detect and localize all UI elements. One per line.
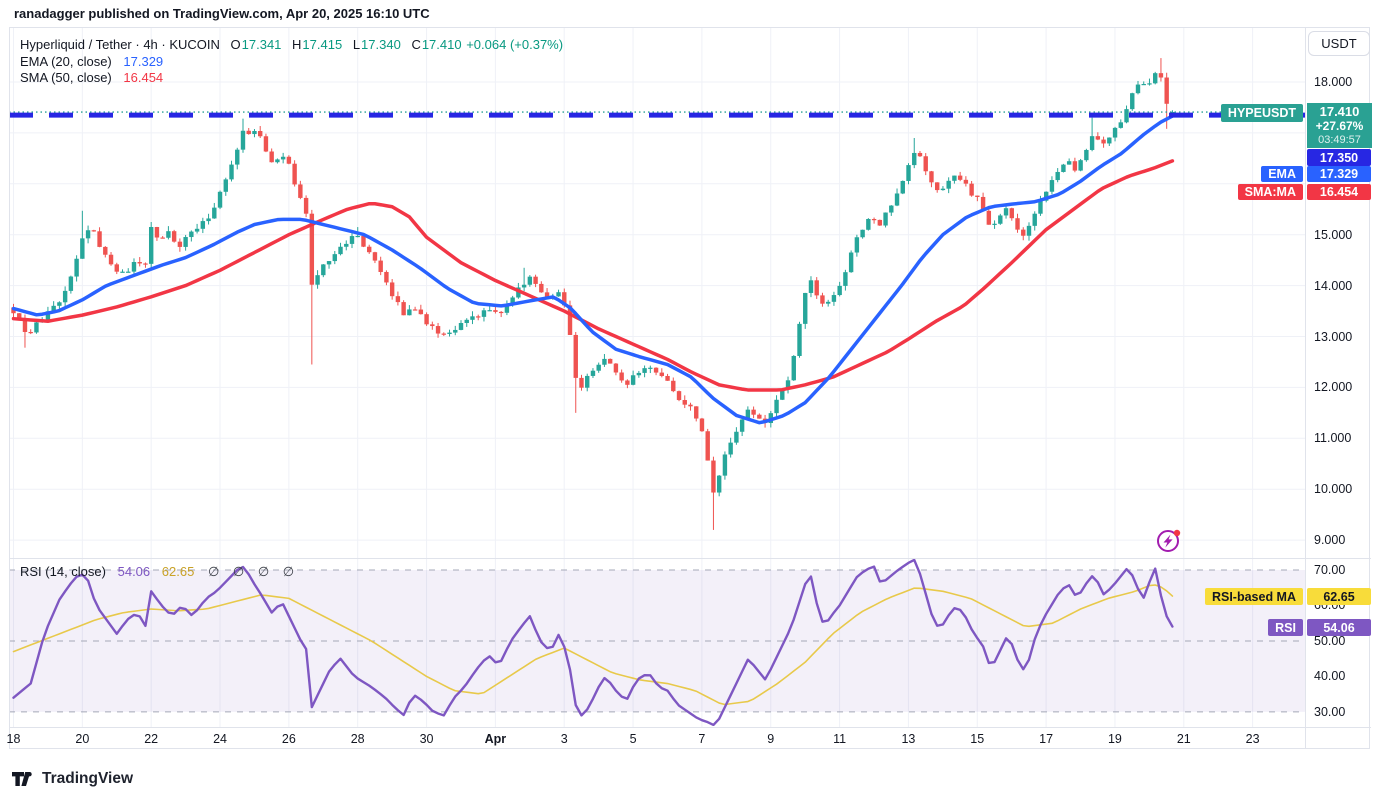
time-axis-label: Apr bbox=[484, 732, 507, 746]
time-axis-label: 3 bbox=[560, 732, 568, 746]
close-value: 17.410 bbox=[421, 37, 462, 52]
tradingview-logo-icon bbox=[12, 772, 32, 786]
rsi-value-tag: 54.06 bbox=[1307, 619, 1371, 636]
time-axis-label: 11 bbox=[833, 732, 847, 746]
price-axis-label: 15.000 bbox=[1314, 227, 1353, 242]
rsi-title: RSI (14, close) bbox=[20, 564, 106, 579]
boost-lightning-icon[interactable] bbox=[1153, 526, 1189, 558]
time-axis-label: 30 bbox=[419, 732, 434, 746]
symbol-title: Hyperliquid / Tether · 4h · KUCOIN bbox=[20, 37, 220, 52]
hline-price-tag: 17.350 bbox=[1307, 149, 1371, 166]
sma-legend[interactable]: SMA (50, close) 16.454 bbox=[20, 70, 163, 85]
ema-tag-label: EMA bbox=[1261, 166, 1303, 182]
time-axis-label: 26 bbox=[281, 732, 296, 746]
price-scale-divider[interactable] bbox=[1305, 27, 1306, 749]
price-axis-label: 14.000 bbox=[1314, 278, 1353, 293]
rsi-value: 54.06 bbox=[117, 564, 151, 579]
time-axis-label: 21 bbox=[1176, 732, 1191, 746]
tradingview-logo-text: TradingView bbox=[42, 770, 134, 787]
time-axis-label: 13 bbox=[901, 732, 916, 746]
time-axis-label: 17 bbox=[1039, 732, 1054, 746]
sma-tag-label: SMA:MA bbox=[1237, 183, 1303, 200]
footer-brand[interactable]: TradingView bbox=[12, 770, 133, 788]
time-axis-label: 23 bbox=[1245, 732, 1260, 746]
time-axis-label: 7 bbox=[698, 732, 706, 746]
rsi-axis-label: 70.00 bbox=[1314, 563, 1346, 577]
high-label: H bbox=[292, 37, 302, 52]
time-axis-divider[interactable] bbox=[9, 727, 1371, 728]
open-label: O bbox=[230, 37, 241, 52]
rsi-axis-label: 40.00 bbox=[1314, 669, 1346, 684]
time-axis-label: 24 bbox=[213, 732, 227, 746]
close-label: C bbox=[411, 37, 421, 52]
symbol-legend[interactable]: Hyperliquid / Tether · 4h · KUCOIN O17.3… bbox=[20, 37, 563, 52]
time-axis-label: 15 bbox=[970, 732, 985, 746]
rsi-axis-label: 50.00 bbox=[1314, 633, 1346, 648]
price-axis-label: 11.000 bbox=[1314, 431, 1352, 446]
rsi-ma-value-tag: 62.65 bbox=[1307, 588, 1371, 605]
ema-price-tag: 17.329 bbox=[1307, 166, 1371, 182]
price-axis-label: 13.000 bbox=[1314, 329, 1353, 344]
chart-frame bbox=[9, 27, 1370, 749]
ema-value: 17.329 bbox=[123, 54, 164, 69]
sma-value: 16.454 bbox=[123, 70, 164, 85]
symbol-price-label: HYPEUSDT bbox=[1220, 104, 1303, 122]
rsi-ma-tag-label: RSI-based MA bbox=[1204, 588, 1303, 605]
price-axis-label: 12.000 bbox=[1314, 380, 1353, 395]
open-value: 17.341 bbox=[241, 37, 282, 52]
rsi-axis-label: 30.00 bbox=[1314, 704, 1346, 719]
price-axis-label: 18.000 bbox=[1314, 75, 1353, 89]
period-change: +27.67% bbox=[1315, 118, 1364, 133]
low-label: L bbox=[352, 37, 361, 52]
last-price: 17.410 bbox=[1319, 103, 1360, 119]
bar-countdown: 03:49:57 bbox=[1318, 133, 1361, 146]
change-value: +0.064 (+0.37%) bbox=[466, 37, 564, 52]
rsi-hidden-values: ∅ ∅ ∅ ∅ bbox=[207, 564, 300, 579]
time-axis-label: 18 bbox=[6, 732, 21, 746]
time-axis-label: 9 bbox=[767, 732, 775, 746]
time-axis-label: 19 bbox=[1107, 732, 1122, 746]
rsi-tag-label: RSI bbox=[1268, 619, 1303, 636]
sma-label: SMA (50, close) bbox=[20, 70, 112, 85]
low-value: 17.340 bbox=[361, 37, 401, 52]
symbol-price-tag: 17.410 +27.67% 03:49:57 bbox=[1307, 103, 1372, 148]
sma-price-tag: 16.454 bbox=[1307, 183, 1371, 200]
price-axis-label: 10.000 bbox=[1314, 482, 1353, 497]
rsi-legend[interactable]: RSI (14, close) 54.06 62.65 ∅ ∅ ∅ ∅ bbox=[20, 564, 299, 580]
currency-button[interactable]: USDT bbox=[1308, 31, 1370, 56]
high-value: 17.415 bbox=[302, 37, 343, 52]
ema-legend[interactable]: EMA (20, close) 17.329 bbox=[20, 54, 163, 69]
time-axis-label: 20 bbox=[75, 732, 90, 746]
pane-divider[interactable] bbox=[9, 558, 1371, 559]
rsi-ma-value: 62.65 bbox=[161, 564, 195, 579]
ema-label: EMA (20, close) bbox=[20, 54, 112, 69]
time-axis-label: 28 bbox=[350, 732, 365, 746]
price-axis-label: 9.000 bbox=[1314, 533, 1346, 548]
publish-header: ranadagger published on TradingView.com,… bbox=[14, 6, 430, 21]
time-axis-label: 22 bbox=[144, 732, 159, 746]
time-axis-label: 5 bbox=[629, 732, 637, 746]
